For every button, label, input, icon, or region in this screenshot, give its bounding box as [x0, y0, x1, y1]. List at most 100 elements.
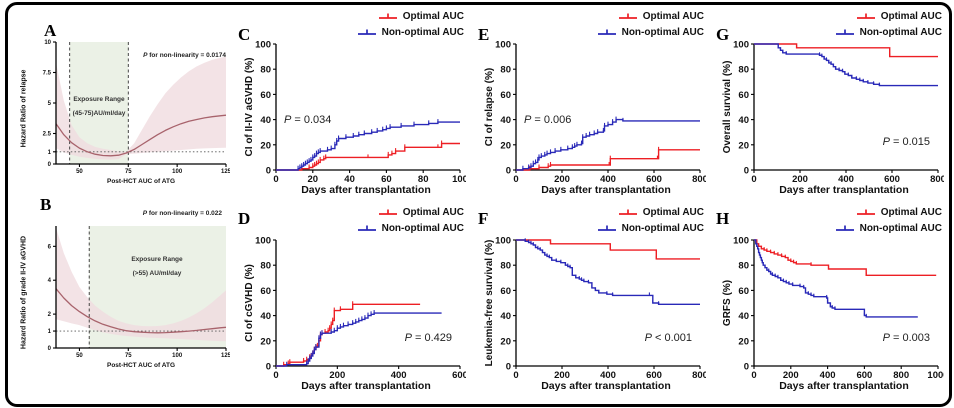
exposure-line2: (45-75)AU/ml/day — [72, 110, 126, 117]
axes — [753, 240, 938, 367]
nonoptimal-line-icon — [835, 225, 854, 231]
legend-item-optimal: Optimal AUC — [357, 8, 464, 24]
axes — [753, 44, 938, 171]
optimal-line-icon — [378, 209, 397, 215]
svg-text:200: 200 — [554, 174, 570, 185]
axes — [515, 44, 700, 171]
panel-h-letter: H — [716, 209, 730, 228]
optimal-line-icon — [618, 209, 637, 215]
optimal-curve — [516, 149, 700, 171]
svg-text:60: 60 — [738, 90, 749, 101]
legend-item-optimal: Optimal AUC — [835, 8, 942, 24]
panel-h-xlabel: Days after transplantation — [779, 380, 909, 392]
svg-text:60: 60 — [381, 174, 392, 185]
legend-optimal-label: Optimal AUC — [880, 10, 942, 22]
panel-h: H Optimal AUC Non-optimal AUC GRFS (%) 0… — [716, 204, 946, 404]
svg-text:40: 40 — [738, 311, 749, 322]
panel-h-legend: Optimal AUC Non-optimal AUC — [835, 204, 942, 236]
panel-b-letter: B — [40, 195, 52, 214]
optimal-curve — [754, 239, 937, 276]
svg-text:4: 4 — [48, 278, 52, 284]
panel-e-pvalue: P = 0.006 — [524, 114, 571, 126]
panel-g-plot: 0 200 400 600 800 0 20 40 60 80 100 — [733, 40, 944, 185]
legend-item-nonoptimal: Non-optimal AUC — [357, 24, 464, 40]
nonoptimal-line-icon — [835, 29, 854, 35]
panel-f-xlabel: Days after transplantation — [541, 380, 671, 392]
legend-nonoptimal-label: Non-optimal AUC — [381, 222, 464, 234]
panel-e: E Optimal AUC Non-optimal AUC CI of rela… — [478, 8, 708, 204]
svg-text:800: 800 — [692, 370, 706, 381]
panel-b-xlabel: Post-HCT AUC of ATG — [107, 362, 175, 369]
p-symbol: P — [284, 114, 292, 126]
p-text: = 0.034 — [291, 114, 332, 126]
legend-optimal-label: Optimal AUC — [402, 10, 464, 22]
svg-text:50: 50 — [76, 353, 83, 359]
svg-text:40: 40 — [344, 174, 355, 185]
legend-nonoptimal-label: Non-optimal AUC — [859, 222, 942, 234]
p-symbol: P — [644, 332, 652, 344]
legend-item-nonoptimal: Non-optimal AUC — [597, 220, 704, 236]
svg-text:0: 0 — [513, 174, 518, 185]
svg-text:0: 0 — [513, 370, 518, 381]
legend-nonoptimal-label: Non-optimal AUC — [859, 26, 942, 38]
legend-item-nonoptimal: Non-optimal AUC — [835, 220, 942, 236]
svg-text:100: 100 — [255, 40, 271, 51]
svg-text:20: 20 — [308, 174, 319, 185]
svg-text:0: 0 — [751, 174, 756, 185]
svg-text:60: 60 — [500, 286, 511, 297]
svg-text:60: 60 — [738, 286, 749, 297]
panel-a: A Hazard Ratio of relapse 50 75 100 125 0 1 2.… — [16, 8, 234, 198]
legend-optimal-label: Optimal AUC — [642, 206, 704, 218]
panel-f-letter: F — [478, 209, 489, 228]
svg-text:60: 60 — [260, 90, 271, 101]
svg-text:100: 100 — [495, 40, 511, 51]
panel-d-xlabel: Days after transplantation — [301, 380, 431, 392]
svg-text:20: 20 — [260, 336, 271, 347]
svg-text:80: 80 — [738, 261, 749, 272]
panel-g: G Optimal AUC Non-optimal AUC Overall su… — [716, 8, 946, 204]
panel-b-plot: 50 75 100 125 0 1 2 4 6 — [48, 226, 230, 359]
svg-text:0: 0 — [744, 166, 749, 177]
p-text: = 0.429 — [411, 332, 452, 344]
legend-optimal-label: Optimal AUC — [880, 206, 942, 218]
svg-text:5: 5 — [48, 101, 52, 107]
panel-g-xlabel: Days after transplantation — [779, 184, 909, 196]
panel-c-plot: 0 20 40 60 80 100 0 20 40 60 80 100 — [255, 40, 466, 185]
svg-text:400: 400 — [391, 370, 407, 381]
svg-text:400: 400 — [838, 174, 854, 185]
nonoptimal-curve — [754, 239, 918, 318]
svg-text:20: 20 — [738, 336, 749, 347]
legend-nonoptimal-label: Non-optimal AUC — [381, 26, 464, 38]
nonoptimal-curve — [276, 312, 442, 367]
svg-text:400: 400 — [600, 370, 616, 381]
p-text: for non-linearity = 0.0174 — [147, 52, 226, 59]
p-symbol: P — [524, 114, 532, 126]
svg-text:40: 40 — [260, 115, 271, 126]
svg-text:7.5: 7.5 — [43, 71, 52, 77]
svg-text:100: 100 — [733, 236, 749, 247]
svg-text:100: 100 — [172, 169, 183, 175]
svg-text:20: 20 — [500, 336, 511, 347]
panel-h-pvalue: P = 0.003 — [883, 332, 930, 344]
svg-text:0: 0 — [48, 346, 52, 352]
panel-a-ylabel: Hazard Ratio of relapse — [20, 69, 28, 148]
nonoptimal-line-icon — [597, 29, 616, 35]
panel-d-plot: 0 200 400 600 0 20 40 60 80 100 — [255, 236, 466, 381]
svg-text:100: 100 — [495, 236, 511, 247]
svg-text:0: 0 — [266, 166, 271, 177]
svg-text:80: 80 — [418, 174, 429, 185]
panel-c-letter: C — [238, 25, 251, 44]
legend-item-optimal: Optimal AUC — [597, 8, 704, 24]
nonoptimal-curve — [516, 239, 700, 305]
svg-text:600: 600 — [884, 174, 900, 185]
axes — [275, 44, 460, 171]
panel-f-plot: 0 200 400 600 800 0 20 40 60 80 100 — [495, 236, 706, 381]
legend-item-optimal: Optimal AUC — [835, 204, 942, 220]
nonoptimal-curve — [276, 121, 460, 171]
svg-text:100: 100 — [733, 40, 749, 51]
legend-item-nonoptimal: Non-optimal AUC — [357, 220, 464, 236]
legend-nonoptimal-label: Non-optimal AUC — [621, 222, 704, 234]
svg-text:200: 200 — [792, 174, 808, 185]
panel-g-legend: Optimal AUC Non-optimal AUC — [835, 8, 942, 40]
